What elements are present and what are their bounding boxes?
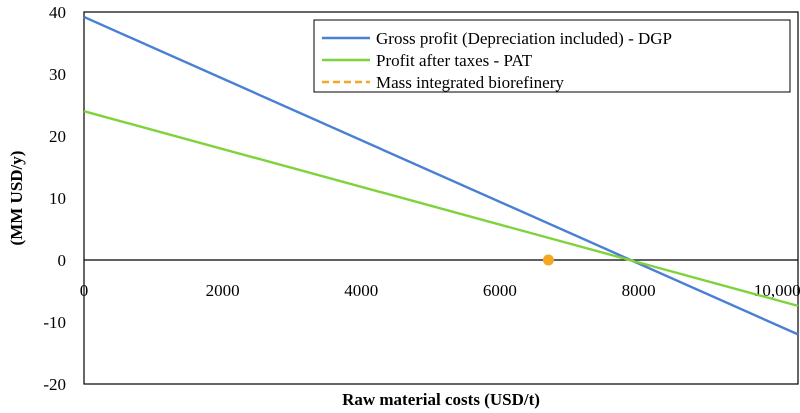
legend-label: Profit after taxes - PAT — [376, 51, 533, 70]
y-tick-label: 20 — [49, 127, 66, 146]
y-axis-title: (MM USD/y) — [7, 151, 26, 246]
series-point — [542, 254, 554, 266]
y-tick-label: 0 — [58, 251, 67, 270]
series-line — [83, 15, 799, 336]
x-tick-label: 10,000 — [754, 281, 800, 300]
legend-label: Mass integrated biorefinery — [376, 73, 564, 92]
y-tick-label: 40 — [49, 3, 66, 22]
x-tick-label: 0 — [80, 281, 89, 300]
x-tick-label: 6000 — [483, 281, 517, 300]
y-tick-label: 10 — [49, 189, 66, 208]
y-tick-label: -20 — [43, 375, 66, 394]
legend-label: Gross profit (Depreciation included) - D… — [376, 29, 672, 48]
y-tick-label: 30 — [49, 65, 66, 84]
x-tick-label: 2000 — [206, 281, 240, 300]
legend: Gross profit (Depreciation included) - D… — [313, 19, 791, 93]
series-lines — [83, 15, 799, 336]
legend-box — [313, 19, 791, 93]
x-tick-label: 8000 — [622, 281, 656, 300]
y-tick-labels: 40 30 20 10 0 -10 -20 — [43, 3, 66, 394]
x-tick-labels: 0 2000 4000 6000 8000 10,000 — [80, 281, 800, 300]
series-line — [83, 110, 799, 308]
y-tick-label: -10 — [43, 313, 66, 332]
x-tick-label: 4000 — [344, 281, 378, 300]
x-axis-title: Raw material costs (USD/t) — [342, 390, 540, 409]
plot-frame — [83, 11, 799, 385]
